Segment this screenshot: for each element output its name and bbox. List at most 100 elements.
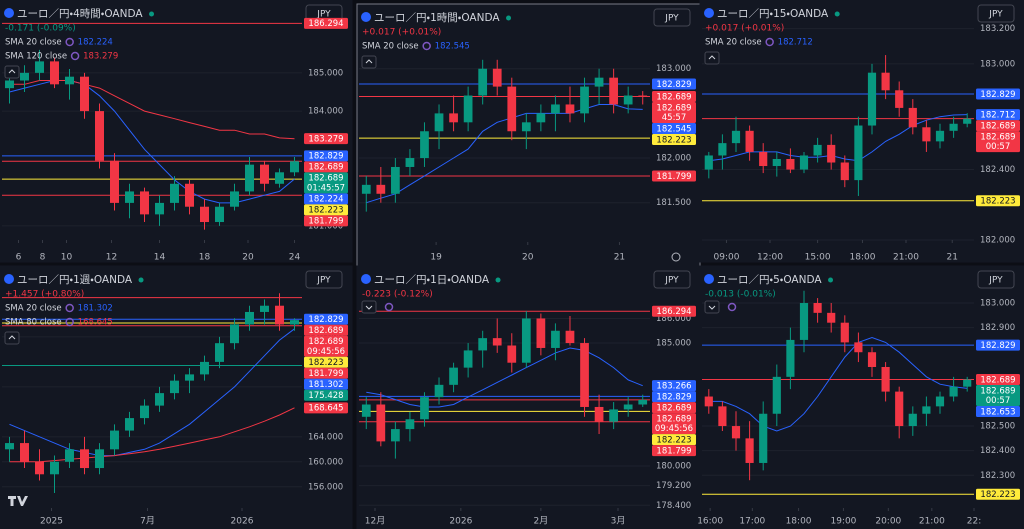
status-dot [149, 11, 155, 17]
candle-body [565, 104, 575, 114]
settings-icon[interactable] [671, 252, 681, 262]
currency-label[interactable]: JPY [316, 10, 331, 20]
collapse-button[interactable] [361, 55, 377, 69]
y-tick-label: 185.000 [656, 339, 691, 349]
candle-body [799, 303, 809, 340]
price-tag-label: 182.689 [656, 92, 691, 102]
currency-label[interactable]: JPY [316, 276, 331, 286]
candle-body [434, 113, 444, 132]
candle-body [772, 158, 781, 167]
price-tag [304, 402, 348, 414]
price-tag-label: 182.829 [308, 152, 343, 162]
collapse-button[interactable] [4, 65, 20, 79]
symbol-title[interactable]: ユーロ／円・1日・OANDA [374, 274, 490, 286]
chart-panel[interactable]: 156.000160.000164.000172.000180.00020257… [0, 265, 353, 529]
price-tag-label: 182.712 [980, 110, 1015, 120]
candle-body [5, 80, 14, 89]
price-tag-label: 182.223 [308, 206, 343, 216]
x-tick-label: 2月 [534, 516, 549, 527]
countdown-label: 00:57 [986, 142, 1011, 152]
candle-body [565, 330, 575, 344]
candle-body [827, 312, 836, 323]
price-tag-label: 182.829 [980, 341, 1015, 351]
currency-box[interactable] [977, 270, 1015, 289]
candle-body [759, 151, 768, 167]
candle-body [50, 61, 59, 85]
candle-body [536, 318, 546, 348]
candle-body [731, 426, 741, 439]
price-tag [304, 335, 348, 357]
indicator-name[interactable]: SMA 120 close [5, 52, 67, 62]
x-tick-label: 21 [614, 253, 625, 263]
price-tag [976, 385, 1020, 407]
indicator-name[interactable]: SMA 20 close [362, 42, 419, 52]
price-change: +0.017 (+0.01%) [362, 28, 441, 38]
panel-background [699, 265, 1024, 529]
price-tag-label: 181.799 [656, 446, 691, 456]
currency-box[interactable] [977, 4, 1015, 23]
x-tick-label: 17:00 [739, 517, 765, 527]
candle-body [594, 77, 604, 87]
symbol-title[interactable]: ユーロ／円・4時間・OANDA [17, 8, 143, 20]
candle-body [20, 443, 29, 462]
candle-body [609, 77, 618, 105]
price-change: -0.013 (-0.01%) [705, 290, 776, 300]
price-tag-label: 182.829 [656, 80, 691, 90]
status-dot [834, 11, 840, 17]
symbol-title[interactable]: ユーロ／円・5・OANDA [717, 274, 822, 286]
collapse-button[interactable] [361, 300, 377, 314]
x-tick-label: 7月 [140, 516, 155, 527]
chart-panel[interactable]: 182.300 182.400 182.500 182.900 183.000 16:00… [697, 265, 1024, 529]
chart-panel[interactable]: 182.000 182.400 183.000 183.200 09:00 12:00 15… [699, 0, 1024, 263]
indicator-name[interactable]: SMA 20 close [5, 38, 62, 48]
symbol-title[interactable]: ユーロ／円・15・OANDA [717, 8, 829, 20]
collapse-button[interactable] [4, 331, 20, 345]
indicator-name[interactable]: SMA 20 close [5, 304, 62, 314]
countdown-label: 45:57 [662, 113, 687, 123]
x-tick-label: 2026 [231, 517, 254, 527]
symbol-title[interactable]: ユーロ／円・1週・OANDA [17, 274, 133, 286]
candle-body [786, 339, 795, 377]
currency-label[interactable]: JPY [664, 14, 679, 24]
indicator-name[interactable]: SMA 20 close [705, 38, 762, 48]
price-tag [976, 131, 1020, 153]
candle-body [245, 311, 254, 325]
price-tag-label: 182.653 [980, 407, 1015, 417]
panel-background [0, 265, 353, 529]
currency-label[interactable]: JPY [988, 10, 1003, 20]
candle-body [125, 191, 134, 203]
collapse-button[interactable] [704, 51, 720, 65]
candle-body [881, 366, 890, 392]
candle-body [507, 345, 517, 363]
x-tick-label: 21 [947, 253, 958, 263]
y-tick-label: 179.200 [656, 481, 691, 491]
y-tick-label: 182.400 [980, 446, 1015, 456]
chart-panel[interactable]: 181.500 182.000 183.000 19 20 21 ユーロ／円・1時間・OAN… [356, 3, 701, 267]
currency-box[interactable] [653, 8, 691, 27]
candle-body [35, 461, 44, 475]
x-tick-label: 21:00 [893, 253, 919, 263]
symbol-icon [704, 274, 714, 284]
currency-box[interactable] [305, 270, 343, 289]
symbol-title[interactable]: ユーロ／円・1時間・OANDA [374, 12, 500, 24]
countdown-label: 01:45:57 [307, 183, 345, 193]
indicator-icon [727, 302, 737, 312]
candle-body [260, 164, 269, 184]
y-tick-label: 178.400 [656, 501, 691, 511]
plot-area [359, 310, 650, 506]
candle-body [772, 376, 781, 414]
candle-body [580, 343, 589, 407]
candle-body [170, 183, 179, 203]
currency-box[interactable] [653, 270, 691, 289]
indicator-name[interactable]: SMA 80 close [5, 318, 62, 328]
candle-body [759, 413, 768, 463]
currency-label[interactable]: JPY [988, 276, 1003, 286]
candle-body [895, 90, 904, 108]
collapse-button[interactable] [704, 300, 720, 314]
candle-body [420, 131, 429, 159]
chart-panel[interactable]: 178.400 179.200 180.000 185.000 186.000 12月 20… [356, 265, 701, 529]
price-tag [652, 445, 696, 457]
chart-panel[interactable]: 181.000184.000185.00068101214182024ユーロ／円… [0, 0, 353, 263]
candle-body [895, 391, 904, 427]
currency-label[interactable]: JPY [664, 276, 679, 286]
